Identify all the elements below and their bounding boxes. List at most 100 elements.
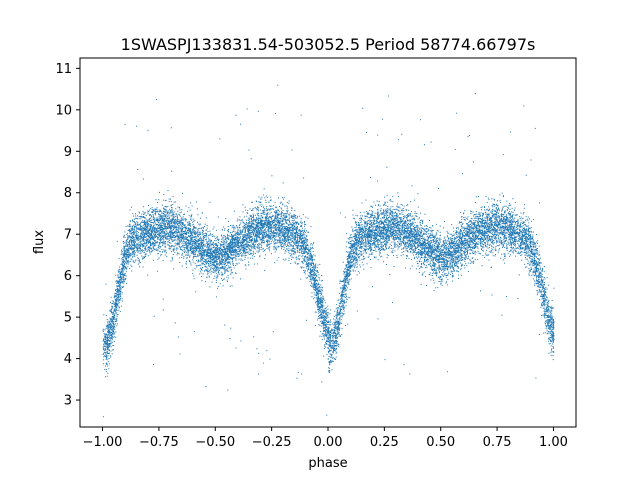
data-point bbox=[206, 258, 208, 260]
data-point bbox=[256, 227, 258, 229]
data-point bbox=[142, 240, 144, 242]
data-point bbox=[384, 221, 386, 223]
data-point bbox=[346, 301, 347, 303]
data-point bbox=[330, 324, 332, 326]
data-point bbox=[503, 236, 505, 238]
data-point bbox=[124, 279, 126, 281]
data-point bbox=[469, 249, 471, 251]
data-point bbox=[121, 249, 122, 251]
data-point bbox=[156, 207, 158, 209]
data-point bbox=[325, 312, 327, 314]
data-point bbox=[312, 266, 314, 268]
data-point bbox=[345, 282, 347, 284]
data-point bbox=[546, 320, 548, 322]
data-point bbox=[185, 243, 187, 245]
data-point bbox=[520, 219, 522, 221]
data-point bbox=[116, 317, 118, 319]
data-point bbox=[481, 234, 483, 236]
data-point bbox=[290, 238, 292, 240]
data-point bbox=[484, 235, 486, 237]
data-point bbox=[477, 250, 479, 252]
data-point bbox=[162, 229, 164, 231]
data-point bbox=[364, 238, 366, 240]
data-point bbox=[319, 321, 321, 323]
data-point bbox=[494, 213, 496, 215]
data-point bbox=[533, 255, 535, 257]
data-point bbox=[451, 258, 453, 260]
data-point bbox=[530, 274, 532, 276]
data-point bbox=[454, 237, 456, 239]
data-point bbox=[148, 224, 150, 225]
data-point bbox=[351, 266, 353, 268]
data-point bbox=[108, 340, 110, 342]
data-point bbox=[150, 242, 152, 244]
data-point bbox=[394, 217, 395, 219]
data-point bbox=[192, 224, 194, 226]
data-point bbox=[317, 271, 319, 273]
data-point bbox=[335, 333, 337, 335]
data-point bbox=[531, 243, 533, 245]
data-point bbox=[204, 270, 206, 272]
data-point bbox=[257, 235, 259, 237]
data-point bbox=[155, 219, 157, 221]
data-point bbox=[258, 196, 260, 198]
data-point bbox=[392, 205, 394, 207]
data-point bbox=[357, 242, 359, 243]
data-point bbox=[521, 229, 523, 231]
data-point bbox=[208, 256, 210, 258]
data-point bbox=[552, 324, 554, 326]
data-point bbox=[273, 227, 275, 229]
data-point bbox=[152, 214, 154, 215]
data-point bbox=[357, 240, 359, 242]
data-point bbox=[392, 233, 393, 235]
data-point bbox=[376, 200, 378, 202]
data-point bbox=[309, 270, 311, 272]
data-point bbox=[438, 241, 439, 243]
data-point bbox=[132, 242, 134, 244]
data-point bbox=[503, 253, 505, 255]
data-point bbox=[428, 245, 429, 247]
data-point bbox=[547, 324, 549, 326]
data-point bbox=[221, 257, 223, 259]
data-point bbox=[384, 226, 386, 228]
data-point bbox=[359, 219, 361, 221]
data-point bbox=[364, 221, 365, 223]
data-point bbox=[310, 247, 312, 249]
data-point bbox=[365, 245, 367, 247]
data-point bbox=[449, 266, 451, 268]
data-point bbox=[466, 252, 468, 254]
data-point bbox=[262, 239, 264, 241]
data-point bbox=[178, 207, 180, 209]
data-point bbox=[540, 277, 542, 278]
data-point bbox=[348, 265, 350, 267]
data-point bbox=[172, 196, 174, 197]
data-point bbox=[435, 259, 437, 260]
data-point bbox=[286, 235, 288, 237]
data-point bbox=[549, 312, 551, 314]
data-point bbox=[216, 246, 218, 248]
data-point bbox=[244, 231, 246, 233]
data-point bbox=[249, 249, 251, 251]
data-point bbox=[160, 240, 162, 242]
data-point bbox=[499, 244, 501, 246]
data-point bbox=[278, 234, 280, 236]
data-point bbox=[242, 204, 244, 206]
data-point bbox=[194, 268, 196, 270]
data-point bbox=[356, 254, 358, 256]
chart-title: 1SWASPJ133831.54-503052.5 Period 58774.6… bbox=[121, 35, 536, 54]
data-point bbox=[203, 240, 205, 242]
data-point bbox=[124, 241, 126, 243]
data-point bbox=[207, 253, 209, 255]
data-point bbox=[387, 242, 389, 244]
data-point bbox=[380, 214, 382, 216]
data-point bbox=[482, 255, 484, 256]
data-point bbox=[347, 261, 349, 263]
data-point bbox=[301, 239, 303, 241]
data-point bbox=[263, 209, 265, 211]
data-point bbox=[536, 261, 538, 263]
data-point bbox=[102, 331, 104, 333]
data-point bbox=[458, 274, 460, 276]
data-point bbox=[292, 227, 294, 229]
data-point bbox=[528, 262, 530, 264]
data-point bbox=[279, 213, 281, 215]
